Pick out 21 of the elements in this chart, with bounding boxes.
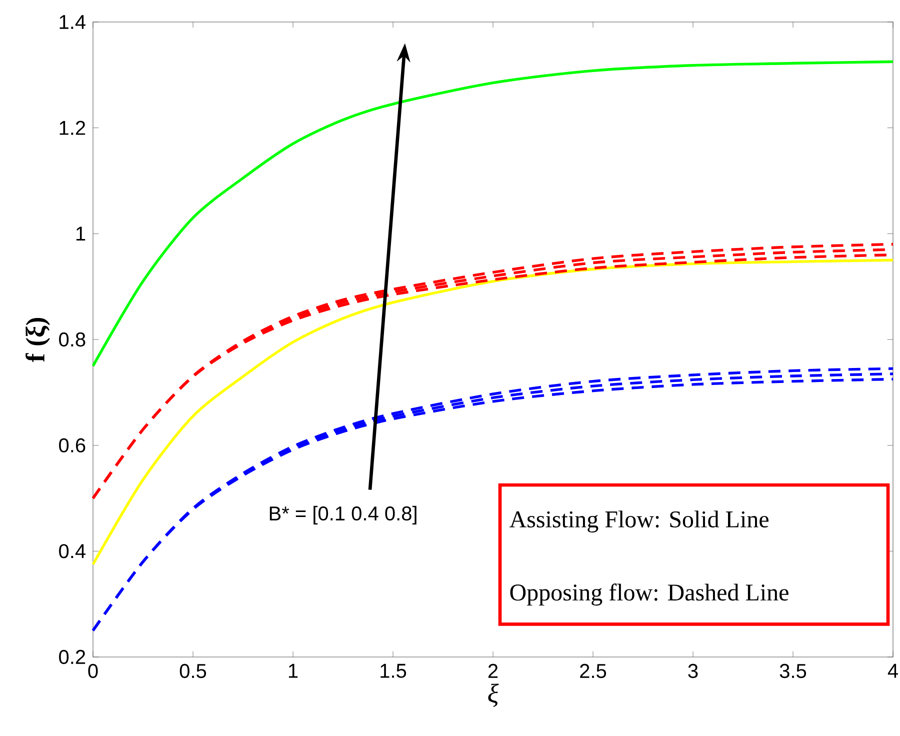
x-tick-label: 2 <box>488 664 498 678</box>
y-tick-label: 0.4 <box>59 544 86 558</box>
x-tick-label: 3.5 <box>780 664 806 678</box>
x-tick-label: 4 <box>888 664 898 678</box>
x-tick-label: 1 <box>288 664 298 678</box>
y-tick-label: 0.6 <box>59 438 86 452</box>
x-tick-label: 2.5 <box>580 664 606 678</box>
annotation: B* = [0.1 0.4 0.8] <box>270 506 416 524</box>
x-tick-label: 0 <box>88 664 98 678</box>
y-tick-label: 1.2 <box>60 120 86 135</box>
annotation: Opposing flow: Dashed Line <box>510 584 788 606</box>
y-axis-title: f (ξ) <box>26 318 50 362</box>
x-axis-title: ξ <box>488 684 499 708</box>
y-tick-label: 0.2 <box>59 650 86 664</box>
x-tick-label: 0.5 <box>180 664 206 678</box>
annotation: Assisting Flow: Solid Line <box>510 510 768 532</box>
y-tick-label: 1 <box>76 226 86 241</box>
y-tick-label: 1.4 <box>60 15 86 29</box>
y-tick-label: 0.8 <box>59 332 86 347</box>
x-tick-label: 1.5 <box>380 664 406 678</box>
x-tick-label: 3 <box>688 664 698 678</box>
